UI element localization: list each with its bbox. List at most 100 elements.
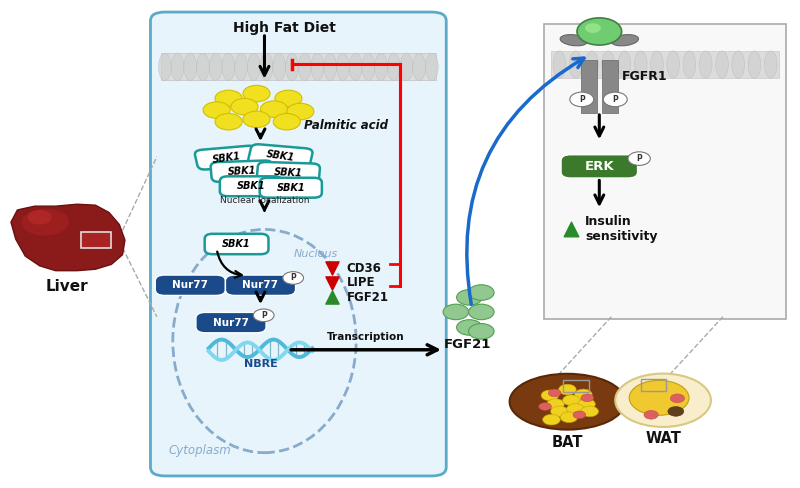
Ellipse shape — [247, 53, 260, 81]
Ellipse shape — [337, 53, 350, 81]
Circle shape — [546, 399, 564, 409]
Circle shape — [562, 395, 580, 406]
Ellipse shape — [615, 373, 711, 427]
Ellipse shape — [748, 51, 761, 78]
Ellipse shape — [311, 53, 324, 81]
Text: P: P — [579, 95, 585, 104]
Circle shape — [603, 92, 627, 107]
Ellipse shape — [510, 374, 626, 429]
Ellipse shape — [602, 51, 614, 78]
Circle shape — [560, 412, 578, 423]
Ellipse shape — [22, 209, 69, 236]
Circle shape — [215, 90, 242, 107]
Circle shape — [275, 90, 302, 107]
Ellipse shape — [158, 53, 171, 81]
Text: Nur77: Nur77 — [172, 280, 208, 290]
FancyBboxPatch shape — [150, 12, 446, 476]
Ellipse shape — [273, 53, 286, 81]
Circle shape — [644, 410, 658, 419]
Circle shape — [577, 18, 622, 45]
Ellipse shape — [699, 51, 712, 78]
Circle shape — [542, 414, 560, 425]
Text: Cytoplasm: Cytoplasm — [169, 444, 231, 457]
Bar — [641, 379, 666, 390]
Ellipse shape — [260, 53, 273, 81]
FancyBboxPatch shape — [205, 234, 269, 254]
Circle shape — [469, 304, 494, 320]
Circle shape — [457, 289, 482, 305]
Circle shape — [443, 304, 469, 320]
Ellipse shape — [553, 51, 566, 78]
Bar — [551, 51, 778, 78]
Text: NBRE: NBRE — [244, 359, 278, 369]
Ellipse shape — [222, 53, 234, 81]
Ellipse shape — [634, 51, 647, 78]
FancyBboxPatch shape — [544, 24, 786, 319]
FancyBboxPatch shape — [226, 275, 295, 295]
Ellipse shape — [234, 53, 247, 81]
Ellipse shape — [171, 53, 184, 81]
Text: Nur77: Nur77 — [213, 318, 249, 327]
Point — [326, 264, 338, 272]
Ellipse shape — [586, 51, 598, 78]
Ellipse shape — [570, 51, 582, 78]
FancyBboxPatch shape — [195, 146, 259, 169]
Circle shape — [628, 152, 650, 165]
Circle shape — [573, 411, 586, 419]
FancyBboxPatch shape — [248, 144, 313, 168]
Text: SBK1: SBK1 — [212, 151, 242, 164]
Circle shape — [274, 114, 300, 130]
Text: Palmitic acid: Palmitic acid — [304, 119, 388, 132]
Circle shape — [670, 394, 685, 403]
Ellipse shape — [715, 51, 728, 78]
FancyBboxPatch shape — [210, 161, 274, 182]
Text: Nucleus: Nucleus — [294, 249, 338, 259]
Bar — [602, 60, 618, 113]
Circle shape — [286, 103, 314, 120]
Ellipse shape — [28, 210, 52, 224]
Circle shape — [283, 272, 303, 285]
Text: Insulin
sensitivity: Insulin sensitivity — [585, 215, 658, 244]
Circle shape — [261, 101, 287, 117]
Text: High Fat Diet: High Fat Diet — [233, 21, 336, 35]
Ellipse shape — [426, 53, 438, 81]
Ellipse shape — [732, 51, 745, 78]
FancyBboxPatch shape — [155, 275, 226, 295]
Text: Nur77: Nur77 — [242, 280, 278, 290]
Ellipse shape — [764, 51, 777, 78]
Text: BAT: BAT — [552, 435, 583, 450]
Ellipse shape — [611, 35, 638, 46]
Text: Liver: Liver — [46, 279, 88, 294]
Ellipse shape — [387, 53, 400, 81]
Ellipse shape — [630, 380, 689, 415]
Ellipse shape — [683, 51, 696, 78]
Circle shape — [469, 324, 494, 339]
Ellipse shape — [298, 53, 311, 81]
Ellipse shape — [374, 53, 387, 81]
Text: P: P — [612, 95, 618, 104]
Point — [565, 225, 578, 233]
Circle shape — [550, 406, 568, 417]
Text: P: P — [261, 311, 266, 320]
Text: P: P — [290, 273, 296, 283]
Circle shape — [541, 390, 558, 401]
Ellipse shape — [362, 53, 374, 81]
Text: CD36: CD36 — [346, 262, 382, 275]
FancyBboxPatch shape — [196, 312, 266, 333]
Circle shape — [548, 389, 561, 397]
Text: FGF21: FGF21 — [444, 338, 491, 351]
Circle shape — [243, 85, 270, 102]
Bar — [581, 60, 597, 113]
Circle shape — [254, 309, 274, 322]
FancyBboxPatch shape — [561, 155, 638, 178]
Text: SBK1: SBK1 — [237, 181, 266, 191]
Text: LIPE: LIPE — [346, 276, 375, 289]
Point — [326, 293, 338, 301]
Point — [326, 279, 338, 287]
Ellipse shape — [560, 35, 587, 46]
Text: Transcription: Transcription — [327, 332, 405, 342]
FancyBboxPatch shape — [257, 162, 320, 183]
Text: SBK1: SBK1 — [277, 183, 305, 193]
Ellipse shape — [324, 53, 337, 81]
Circle shape — [581, 394, 594, 402]
